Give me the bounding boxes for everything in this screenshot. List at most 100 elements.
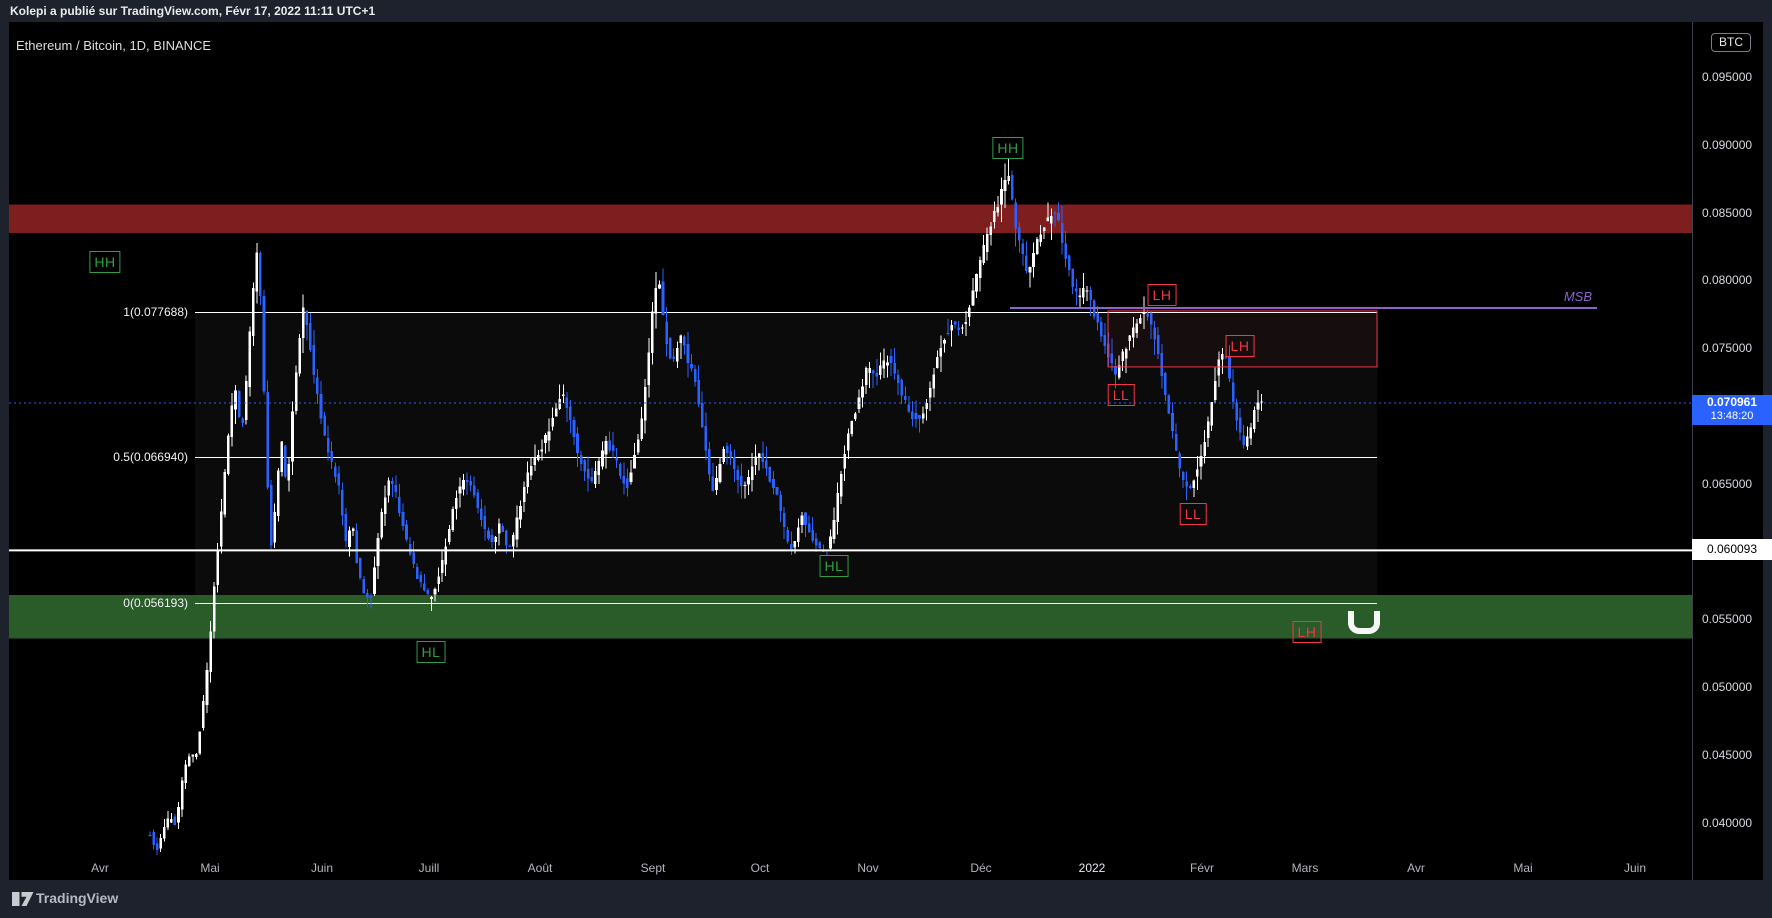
candle-body <box>1028 267 1032 273</box>
candle-body <box>451 509 455 530</box>
candle-body <box>166 818 170 828</box>
candle-body <box>273 511 276 543</box>
time-axis[interactable] <box>9 855 1763 880</box>
candle-body <box>412 552 415 565</box>
month-label: 2022 <box>1078 861 1106 875</box>
symbol-legend[interactable]: Ethereum / Bitcoin, 1D, BINANCE <box>16 38 212 53</box>
candle-wick <box>1058 202 1059 222</box>
candle-body <box>686 343 690 363</box>
candle-body <box>323 415 326 436</box>
candle-body <box>565 397 569 409</box>
candle-body <box>316 377 319 394</box>
candle-body <box>786 530 789 542</box>
candle-body <box>326 438 330 453</box>
candle-body <box>180 780 184 810</box>
candle-body <box>187 756 191 766</box>
candle-body <box>1249 427 1253 439</box>
candle-wick <box>1125 347 1127 374</box>
candle-wick <box>352 527 354 536</box>
candle-body <box>633 455 636 469</box>
marker-lh: LH <box>1292 621 1322 643</box>
tradingview-brand[interactable]: TradingView <box>36 890 119 906</box>
month-label: Mai <box>200 861 220 875</box>
candle-body <box>444 546 447 565</box>
candle-body <box>814 538 818 546</box>
candle-body <box>355 530 358 564</box>
candle-wick <box>673 348 675 362</box>
candle-body <box>900 380 903 396</box>
candle-body <box>1253 409 1256 429</box>
candle-wick <box>366 589 368 607</box>
candle-body <box>387 480 390 496</box>
candle-body <box>928 387 932 398</box>
candle-body <box>832 519 836 539</box>
candle-body <box>152 832 155 845</box>
month-label: Avr <box>91 861 109 875</box>
chart-plot-background[interactable] <box>9 22 1692 855</box>
candle-body <box>195 754 198 757</box>
candle-body <box>223 472 227 515</box>
candle-body <box>177 807 180 823</box>
candle-body <box>191 754 195 757</box>
candle-body <box>619 463 622 476</box>
candle-body <box>961 327 964 329</box>
candle-body <box>772 478 775 488</box>
candle-body <box>989 226 993 235</box>
candle-body <box>679 335 683 344</box>
candle-body <box>415 566 419 580</box>
candle-wick <box>1221 347 1223 375</box>
candle-wick <box>1050 208 1052 241</box>
candle-body <box>1117 365 1121 378</box>
candle-body <box>202 700 205 729</box>
candle-body <box>433 588 437 595</box>
candle-body <box>519 505 522 520</box>
marker-hl: HL <box>819 554 849 577</box>
candle-body <box>733 457 736 469</box>
candle-body <box>1067 255 1071 271</box>
price-axis[interactable] <box>1692 22 1763 880</box>
candle-body <box>405 524 408 540</box>
candle-body <box>1025 255 1028 272</box>
candle-body <box>458 486 462 494</box>
candle-wick <box>1079 288 1081 309</box>
candle-body <box>893 362 896 374</box>
candle-body <box>1075 288 1078 292</box>
candle-wick <box>559 384 561 411</box>
candle-body <box>569 406 572 420</box>
candle-body <box>761 453 765 462</box>
candle-wick <box>431 596 432 611</box>
candle-body <box>715 478 718 491</box>
candle-body <box>953 321 957 325</box>
candle-body <box>889 356 893 363</box>
candle-body <box>526 472 529 487</box>
price-tick-label: 0.075000 <box>1702 341 1753 356</box>
candle-body <box>544 435 547 443</box>
candle-body <box>886 362 889 366</box>
month-label: Sept <box>640 861 666 875</box>
candle-body <box>665 321 668 345</box>
candle-body <box>472 485 476 496</box>
demand-zone-band <box>9 594 1692 639</box>
candle-wick <box>812 516 814 543</box>
candle-wick <box>872 369 874 388</box>
candle-body <box>244 380 248 420</box>
candle-body <box>615 457 618 461</box>
candle-body <box>754 456 757 465</box>
candle-body <box>198 731 202 754</box>
candle-body <box>1096 313 1099 323</box>
candle-body <box>939 348 943 357</box>
marker-hl: HL <box>416 640 446 663</box>
candle-body <box>936 356 939 369</box>
month-label: Mars <box>1291 861 1319 875</box>
candle-wick <box>423 574 425 592</box>
candle-body <box>551 418 554 427</box>
candle-wick <box>1008 158 1010 185</box>
candle-wick <box>726 442 728 465</box>
candle-body <box>155 843 159 851</box>
candle-body <box>344 514 348 542</box>
candle-wick <box>370 593 372 609</box>
candle-body <box>487 530 490 539</box>
candle-body <box>1103 335 1107 346</box>
candle-body <box>836 492 839 522</box>
